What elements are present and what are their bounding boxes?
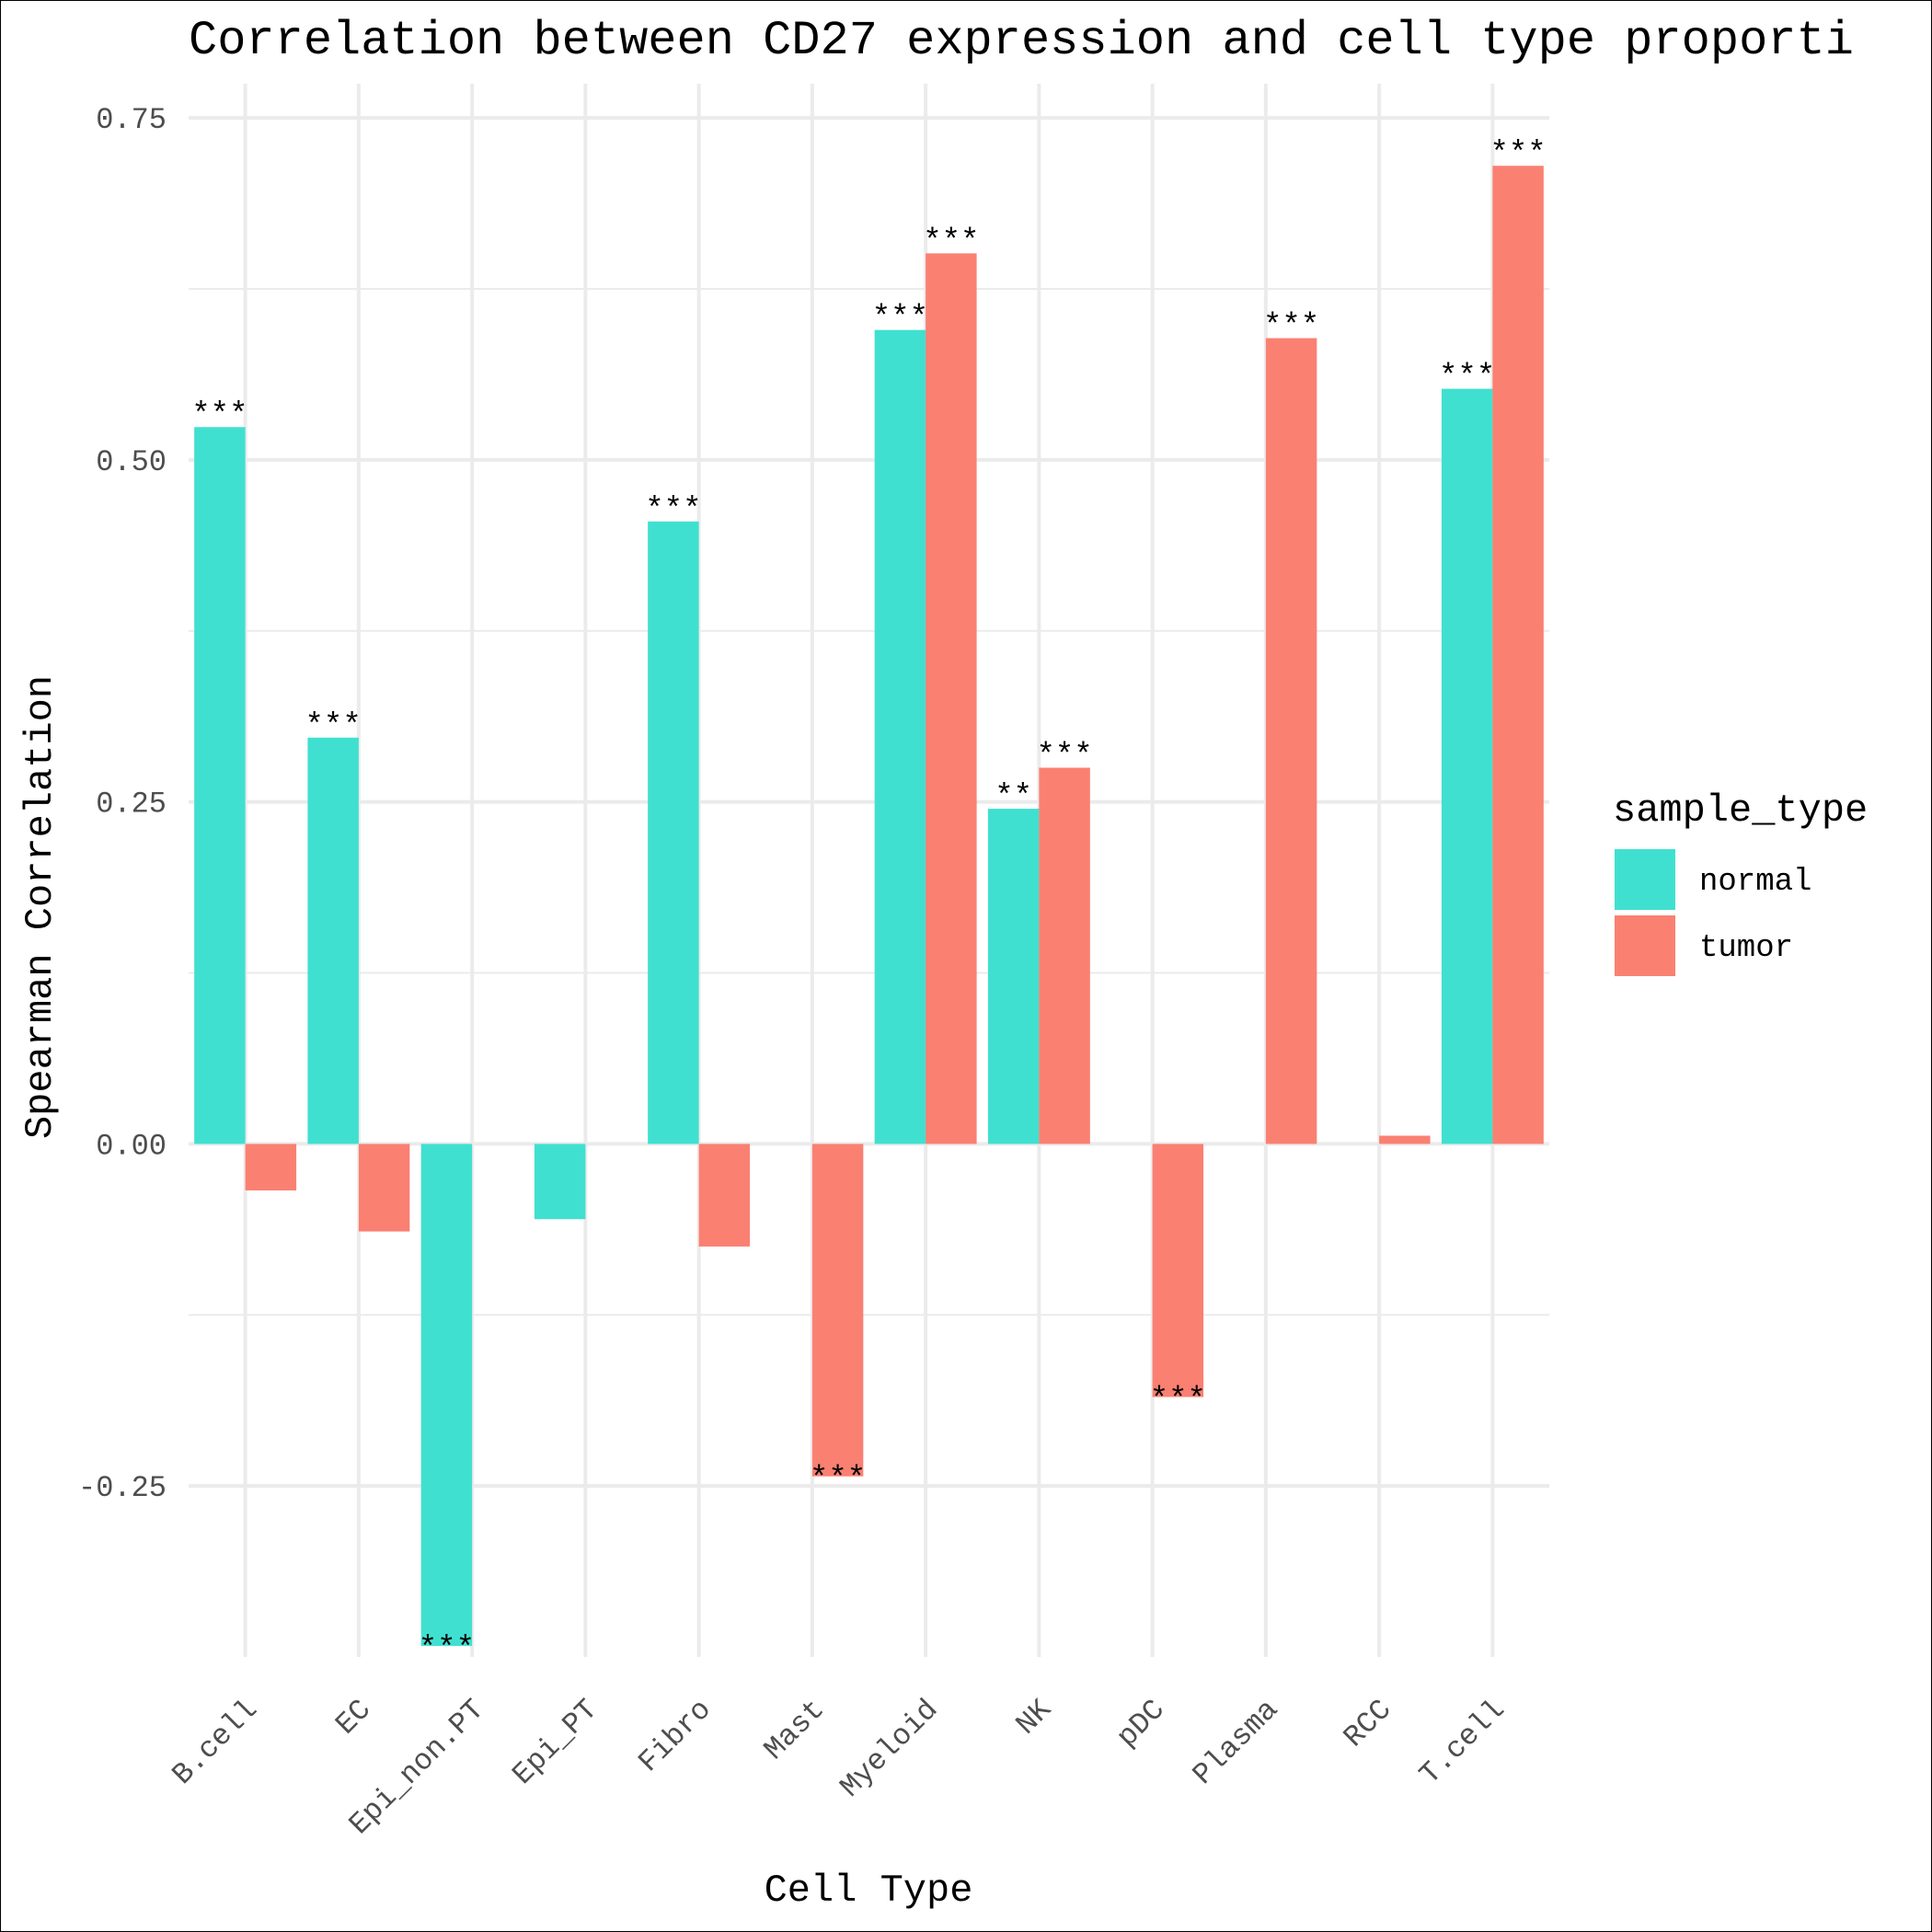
x-tick-label: B.cell bbox=[166, 1693, 265, 1792]
y-tick-labels: -0.25 0.00 0.25 0.50 0.75 bbox=[78, 103, 167, 1505]
legend-title: sample_type bbox=[1613, 788, 1868, 833]
bar-tumor-Myeloid bbox=[926, 253, 977, 1144]
significance-label: *** bbox=[305, 709, 362, 744]
x-tick-label: Myeloid bbox=[834, 1693, 945, 1804]
x-tick-label: pDC bbox=[1110, 1693, 1172, 1754]
y-tick-label: 0.25 bbox=[96, 788, 167, 822]
x-tick-label: Mast bbox=[757, 1693, 831, 1766]
bar-tumor-RCC bbox=[1379, 1135, 1431, 1144]
x-tick-label: Plasma bbox=[1186, 1693, 1285, 1792]
significance-labels: ************************************** bbox=[191, 137, 1546, 1667]
bar-normal-Epi_non.PT bbox=[420, 1144, 473, 1647]
y-tick-label: 0.00 bbox=[96, 1129, 167, 1163]
significance-label: *** bbox=[1489, 137, 1546, 172]
significance-label: *** bbox=[1150, 1383, 1206, 1418]
bar-normal-Epi_PT bbox=[534, 1144, 586, 1220]
x-axis-title: Cell Type bbox=[765, 1869, 973, 1913]
bar-tumor-B.cell bbox=[245, 1144, 297, 1190]
x-tick-label: NK bbox=[1009, 1692, 1059, 1742]
x-tick-label: Epi_PT bbox=[506, 1693, 605, 1792]
x-tick-label: RCC bbox=[1337, 1693, 1398, 1754]
significance-label: *** bbox=[645, 493, 701, 528]
bar-tumor-T.cell bbox=[1492, 166, 1544, 1144]
significance-label: *** bbox=[1263, 310, 1319, 345]
bar-tumor-pDC bbox=[1152, 1144, 1204, 1397]
significance-label: *** bbox=[191, 398, 247, 433]
legend-key-tumor bbox=[1615, 915, 1675, 976]
bar-tumor-Plasma bbox=[1265, 338, 1317, 1144]
y-tick-label: 0.50 bbox=[96, 445, 167, 479]
bar-normal-Fibro bbox=[648, 521, 699, 1144]
significance-label: *** bbox=[1439, 361, 1495, 396]
bar-normal-T.cell bbox=[1441, 388, 1493, 1144]
bar-normal-EC bbox=[307, 737, 359, 1144]
x-tick-label: T.cell bbox=[1413, 1693, 1512, 1792]
significance-label: *** bbox=[923, 224, 979, 259]
legend: sample_type normal tumor bbox=[1613, 788, 1868, 976]
legend-key-normal bbox=[1615, 849, 1675, 910]
bar-tumor-EC bbox=[358, 1144, 410, 1232]
bar-normal-NK bbox=[987, 809, 1040, 1144]
y-axis-title: Spearman Correlation bbox=[18, 675, 63, 1139]
bar-normal-Myeloid bbox=[874, 329, 926, 1144]
legend-label-tumor: tumor bbox=[1699, 931, 1793, 966]
bar-tumor-Mast bbox=[811, 1144, 864, 1477]
bar-tumor-NK bbox=[1039, 767, 1090, 1144]
chart-title: Correlation between CD27 expression and … bbox=[189, 14, 1854, 68]
bar-tumor-Fibro bbox=[698, 1144, 751, 1247]
significance-label: *** bbox=[810, 1463, 866, 1498]
grid-lines bbox=[189, 84, 1549, 1657]
y-tick-label: 0.75 bbox=[96, 103, 167, 137]
legend-label-normal: normal bbox=[1699, 865, 1811, 900]
y-tick-label: -0.25 bbox=[78, 1471, 167, 1505]
x-tick-label: Fibro bbox=[632, 1693, 719, 1779]
x-tick-label: EC bbox=[329, 1693, 378, 1742]
significance-label: *** bbox=[1036, 739, 1092, 774]
bars bbox=[194, 166, 1544, 1647]
significance-label: *** bbox=[419, 1632, 475, 1667]
bar-normal-B.cell bbox=[194, 427, 246, 1144]
significance-label: ** bbox=[995, 780, 1032, 815]
significance-label: *** bbox=[872, 302, 928, 337]
